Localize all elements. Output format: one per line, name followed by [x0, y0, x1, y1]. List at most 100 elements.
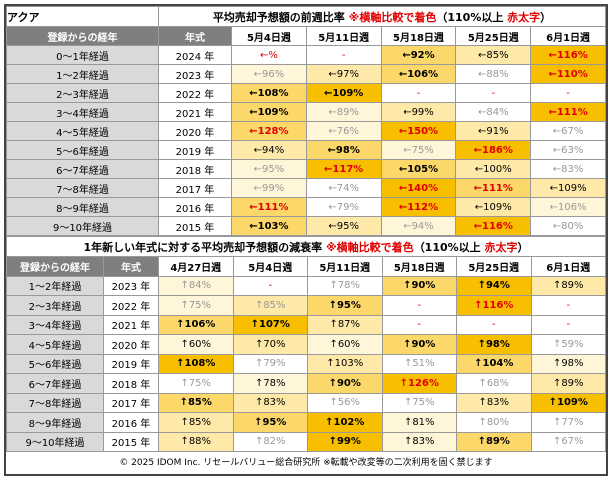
decay-ratio-table: 1年新しい年式に対する平均売却予想額の減衰率 ※横軸比較で着色（110%以上 赤… [6, 236, 606, 452]
ratio-cell: ←92% [380, 45, 457, 65]
row-header: 8～9年経過 [6, 197, 159, 217]
model-year: 2016 年 [158, 197, 232, 217]
ratio-cell: ←88% [455, 64, 532, 84]
title-row: 1年新しい年式に対する平均売却予想額の減衰率 ※横軸比較で着色（110%以上 赤… [6, 236, 606, 257]
ratio-cell: ↑77% [530, 412, 606, 433]
ratio-cell: ←116% [530, 45, 606, 65]
ratio-cell: ←91% [455, 121, 532, 141]
ratio-cell: ↑60% [158, 334, 234, 355]
ratio-cell: ←106% [530, 197, 606, 217]
ratio-cell: ←111% [530, 102, 606, 122]
ratio-cell: ↑83% [456, 392, 532, 413]
ratio-cell: ↑106% [158, 314, 234, 335]
column-header: 6月1日週 [530, 26, 606, 46]
data-row: 5～6年経過 2019 年 ↑108% ↑79% ↑103% ↑51% ↑104% ↑98% [6, 353, 606, 374]
title-row: アクア 平均売却予想額の前週比率 ※横軸比較で着色（110%以上 赤太字） [6, 6, 606, 27]
ratio-cell: ←% [231, 45, 307, 65]
title-part: ） [517, 240, 529, 254]
ratio-cell: ↑89% [530, 373, 606, 394]
ratio-cell: ←84% [455, 102, 532, 122]
model-year: 2017 年 [158, 178, 232, 198]
ratio-cell: ↑84% [158, 275, 234, 296]
ratio-cell: ↑85% [158, 392, 234, 413]
row-header: 3～4年経過 [6, 102, 159, 122]
ratio-cell: ↑90% [307, 373, 383, 394]
column-header: 年式 [158, 26, 232, 46]
ratio-cell: ↑75% [381, 392, 457, 413]
ratio-cell: ↑95% [307, 295, 383, 316]
model-year: 2019 年 [158, 140, 232, 160]
ratio-cell: ↑99% [307, 431, 383, 452]
ratio-cell: ←111% [455, 178, 532, 198]
ratio-cell: ←140% [380, 178, 457, 198]
model-year: 2019 年 [103, 353, 159, 374]
ratio-cell: - [232, 275, 308, 296]
ratio-cell: ↑85% [232, 295, 308, 316]
row-header: 2～3年経過 [6, 295, 104, 316]
column-header: 5月18日週 [381, 256, 457, 277]
row-header: 5～6年経過 [6, 140, 159, 160]
data-row: 1～2年経過 2023 年 ←96% ←97% ←106% ←88% ←110% [6, 64, 606, 84]
ratio-cell: ↑75% [158, 295, 234, 316]
title-part: （110%以上 [436, 10, 508, 24]
ratio-cell: ↑90% [381, 334, 457, 355]
data-row: 7～8年経過 2017 年 ↑85% ↑83% ↑56% ↑75% ↑83% ↑109% [6, 392, 606, 413]
ratio-cell: ↑78% [232, 373, 308, 394]
ratio-cell: ↑80% [456, 412, 532, 433]
ratio-cell: ←94% [231, 140, 307, 160]
data-row: 0～1年経過 2024 年 ←% - ←92% ←85% ←116% [6, 45, 606, 65]
ratio-cell: ↑89% [456, 431, 532, 452]
model-year: 2022 年 [103, 295, 159, 316]
ratio-cell: ↑85% [158, 412, 234, 433]
row-header: 5～6年経過 [6, 353, 104, 374]
ratio-cell: ←109% [455, 197, 532, 217]
ratio-cell: - [530, 314, 606, 335]
model-year: 2015 年 [103, 431, 159, 452]
ratio-cell: - [530, 83, 606, 103]
ratio-cell: ←99% [380, 102, 457, 122]
data-row: 7～8年経過 2017 年 ←99% ←74% ←140% ←111% ←109% [6, 178, 606, 198]
model-year: 2023 年 [158, 64, 232, 84]
ratio-cell: ↑51% [381, 353, 457, 374]
ratio-cell: ←109% [530, 178, 606, 198]
model-year: 2018 年 [103, 373, 159, 394]
data-row: 9～10年経過 2015 年 ↑88% ↑82% ↑99% ↑83% ↑89% ↑67% [6, 431, 606, 452]
ratio-cell: ←85% [455, 45, 532, 65]
model-year: 2020 年 [158, 121, 232, 141]
column-header: 5月4日週 [232, 256, 308, 277]
footer: © 2025 IDOM Inc. リセールバリュー総合研究所 ※転載や改変等の二… [119, 458, 493, 468]
ratio-cell: ↑126% [381, 373, 457, 394]
ratio-cell: ←97% [305, 64, 382, 84]
ratio-cell: ←63% [530, 140, 606, 160]
ratio-cell: ↑94% [456, 275, 532, 296]
ratio-cell: ←150% [380, 121, 457, 141]
model-year: 2022 年 [158, 83, 232, 103]
ratio-cell: ←109% [305, 83, 382, 103]
data-row: 3～4年経過 2021 年 ↑106% ↑107% ↑87% - - - [6, 314, 606, 335]
ratio-cell: ←103% [231, 216, 307, 236]
title-part: 平均売却予想額の前週比率 [212, 10, 349, 24]
column-header: 5月11日週 [305, 26, 382, 46]
data-row: 6～7年経過 2018 年 ←95% ←117% ←105% ←100% ←83% [6, 159, 606, 179]
ratio-cell: ←108% [231, 83, 307, 103]
title-part: 赤太字 [484, 240, 518, 254]
ratio-cell: ←105% [380, 159, 457, 179]
ratio-cell: ↑68% [456, 373, 532, 394]
ratio-cell: ↑98% [530, 353, 606, 374]
ratio-cell: ↑83% [381, 431, 457, 452]
ratio-cell: ↑108% [158, 353, 234, 374]
ratio-cell: ↑83% [232, 392, 308, 413]
title-part: ※横軸比較で着色 [325, 240, 414, 254]
column-header: 5月11日週 [307, 256, 383, 277]
ratio-cell: ↑104% [456, 353, 532, 374]
row-header: 9～10年経過 [6, 216, 159, 236]
ratio-cell: ←67% [530, 121, 606, 141]
car-name: アクア [6, 6, 159, 27]
data-row: 2～3年経過 2022 年 ↑75% ↑85% ↑95% - ↑116% - [6, 295, 606, 316]
column-header: 5月4日週 [231, 26, 307, 46]
ratio-cell: - [530, 295, 606, 316]
ratio-cell: ←89% [305, 102, 382, 122]
header-row: 登録からの経年 年式 5月4日週 5月11日週 5月18日週 5月25日週 6月1日週 [6, 26, 606, 46]
ratio-cell: ←98% [305, 140, 382, 160]
ratio-cell: ←128% [231, 121, 307, 141]
